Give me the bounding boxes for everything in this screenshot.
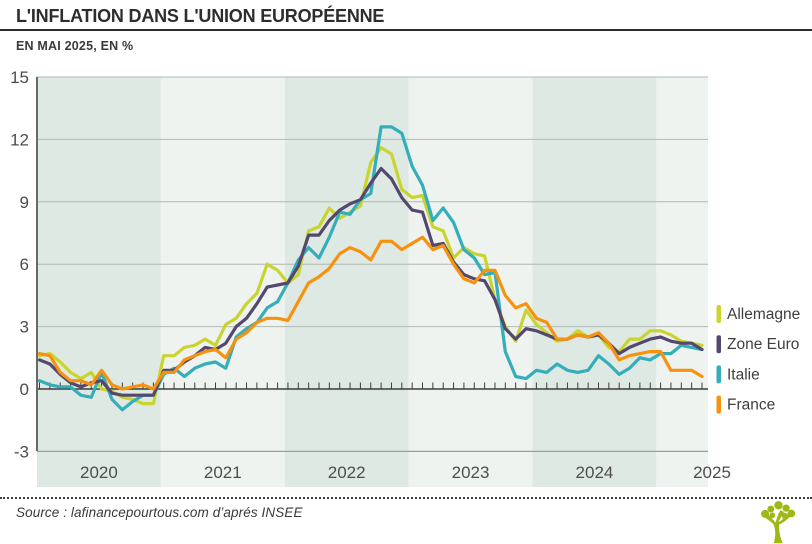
year-band-2021 bbox=[160, 77, 285, 487]
year-band-2022 bbox=[284, 77, 409, 487]
legend-swatch-zone-euro bbox=[716, 335, 721, 354]
legend-label-allemagne: Allemagne bbox=[727, 306, 800, 323]
source-text: Source : lafinancepourtous.com d’aprés I… bbox=[16, 505, 303, 520]
legend-label-france: France bbox=[727, 397, 775, 414]
page-subtitle: EN MAI 2025, EN % bbox=[16, 39, 134, 53]
legend-label-italie: Italie bbox=[727, 366, 760, 383]
y-tick-label-12: 12 bbox=[10, 130, 29, 149]
x-year-label-2025: 2025 bbox=[693, 463, 731, 482]
y-tick-label-3: 3 bbox=[20, 318, 29, 337]
lafinancepourtous-tree-logo bbox=[761, 501, 796, 543]
y-tick-label-0: 0 bbox=[20, 380, 29, 399]
x-year-label-2022: 2022 bbox=[328, 463, 366, 482]
year-band-2025 bbox=[656, 77, 708, 487]
page-title: L'INFLATION DANS L'UNION EUROPÉENNE bbox=[16, 6, 385, 26]
series-line-france bbox=[37, 235, 704, 391]
title-rule bbox=[0, 29, 812, 31]
y-tick-label-15: 15 bbox=[10, 68, 29, 87]
year-band-2020 bbox=[37, 77, 161, 487]
x-year-label-2021: 2021 bbox=[204, 463, 242, 482]
y-tick-label--3: -3 bbox=[14, 442, 29, 461]
x-year-label-2020: 2020 bbox=[80, 463, 118, 482]
legend-swatch-italie bbox=[716, 365, 721, 384]
legend-swatch-france bbox=[716, 395, 721, 414]
dotted-separator bbox=[0, 497, 812, 499]
year-band-2024 bbox=[532, 77, 657, 487]
x-year-label-2024: 2024 bbox=[576, 463, 614, 482]
legend-swatch-allemagne bbox=[716, 305, 721, 323]
y-tick-label-9: 9 bbox=[20, 193, 29, 212]
tree-icon bbox=[761, 501, 796, 543]
y-tick-label-6: 6 bbox=[20, 255, 29, 274]
x-year-label-2023: 2023 bbox=[452, 463, 490, 482]
legend-label-zone-euro: Zone Euro bbox=[727, 336, 799, 353]
